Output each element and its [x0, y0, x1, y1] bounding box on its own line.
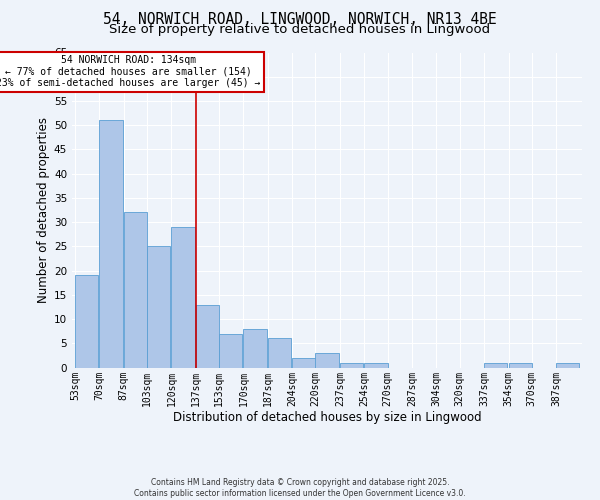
Bar — [219, 334, 242, 368]
Bar — [484, 362, 508, 368]
Bar — [268, 338, 291, 368]
Bar — [340, 362, 364, 368]
Bar — [196, 304, 219, 368]
Y-axis label: Number of detached properties: Number of detached properties — [37, 117, 50, 303]
Bar — [100, 120, 123, 368]
Bar — [364, 362, 388, 368]
Text: Contains HM Land Registry data © Crown copyright and database right 2025.
Contai: Contains HM Land Registry data © Crown c… — [134, 478, 466, 498]
Text: Size of property relative to detached houses in Lingwood: Size of property relative to detached ho… — [109, 22, 491, 36]
Text: 54, NORWICH ROAD, LINGWOOD, NORWICH, NR13 4BE: 54, NORWICH ROAD, LINGWOOD, NORWICH, NR1… — [103, 12, 497, 28]
Bar — [509, 362, 532, 368]
X-axis label: Distribution of detached houses by size in Lingwood: Distribution of detached houses by size … — [173, 411, 481, 424]
Bar — [147, 246, 170, 368]
Bar — [316, 353, 339, 368]
Text: 54 NORWICH ROAD: 134sqm
← 77% of detached houses are smaller (154)
23% of semi-d: 54 NORWICH ROAD: 134sqm ← 77% of detache… — [0, 55, 260, 88]
Bar — [556, 362, 580, 368]
Bar — [172, 227, 195, 368]
Bar — [124, 212, 147, 368]
Bar — [75, 276, 98, 368]
Bar — [244, 328, 267, 368]
Bar — [292, 358, 316, 368]
